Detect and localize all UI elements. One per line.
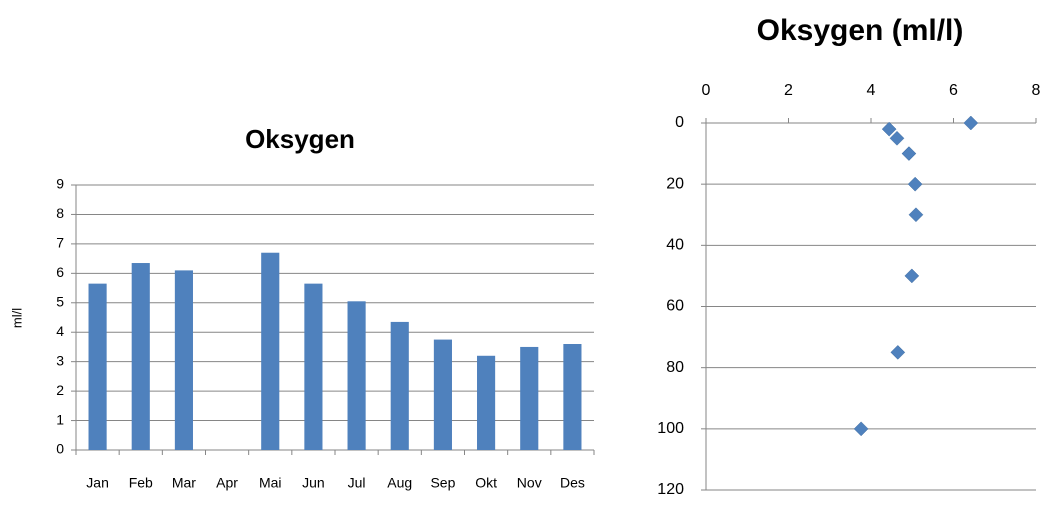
bar <box>477 355 496 450</box>
x-tick-label: 6 <box>949 82 958 99</box>
y-tick-label: 0 <box>56 441 64 457</box>
y-tick-label: 60 <box>666 298 684 315</box>
y-tick-label: 2 <box>56 382 64 398</box>
chart-title: Oksygen (ml/l) <box>757 14 964 47</box>
y-tick-label: 120 <box>657 481 684 498</box>
x-tick-label: Okt <box>475 475 497 491</box>
point <box>901 146 917 161</box>
bar <box>88 283 107 450</box>
y-tick-label: 6 <box>56 264 64 280</box>
y-tick-label: 3 <box>56 352 64 368</box>
y-tick-label: 4 <box>56 323 64 339</box>
y-tick-label: 8 <box>56 205 64 221</box>
x-tick-label: Jan <box>86 475 109 491</box>
bar <box>433 339 452 450</box>
bar <box>520 346 539 450</box>
chart-title: Oksygen <box>245 124 355 154</box>
y-tick-label: 1 <box>56 411 64 427</box>
y-tick-label: 40 <box>666 237 684 254</box>
x-tick-label: Jun <box>302 475 325 491</box>
bar <box>563 344 582 450</box>
x-tick-label: 4 <box>867 82 876 99</box>
point <box>907 176 923 192</box>
x-tick-label: Aug <box>387 475 412 491</box>
point <box>890 345 906 360</box>
bar <box>131 263 150 450</box>
point <box>853 421 869 437</box>
point <box>908 207 924 223</box>
y-tick-label: 100 <box>657 420 684 437</box>
bar <box>261 252 280 450</box>
point <box>881 121 897 137</box>
point <box>904 268 920 284</box>
y-tick-label: 20 <box>666 175 684 192</box>
x-tick-label: Des <box>560 475 585 491</box>
point <box>963 115 979 131</box>
y-tick-label: 7 <box>56 235 64 251</box>
bar <box>304 283 323 450</box>
y-tick-label: 9 <box>56 176 64 192</box>
bar <box>390 321 409 450</box>
x-tick-label: Mai <box>259 475 282 491</box>
x-tick-label: Mar <box>172 475 196 491</box>
x-tick-label: Nov <box>517 475 542 491</box>
point <box>889 130 905 146</box>
x-tick-label: Sep <box>430 475 455 491</box>
bar <box>347 301 366 450</box>
y-tick-label: 5 <box>56 293 64 309</box>
y-tick-label: 80 <box>666 359 684 376</box>
x-tick-label: Jul <box>348 475 366 491</box>
x-tick-label: 2 <box>784 82 793 99</box>
x-tick-label: Apr <box>216 475 238 491</box>
y-tick-label: 0 <box>675 114 684 131</box>
x-tick-label: 8 <box>1032 82 1041 99</box>
x-tick-label: Feb <box>129 475 153 491</box>
x-tick-label: 0 <box>702 82 711 99</box>
bar <box>174 270 193 450</box>
y-axis-label: ml/l <box>9 308 24 328</box>
